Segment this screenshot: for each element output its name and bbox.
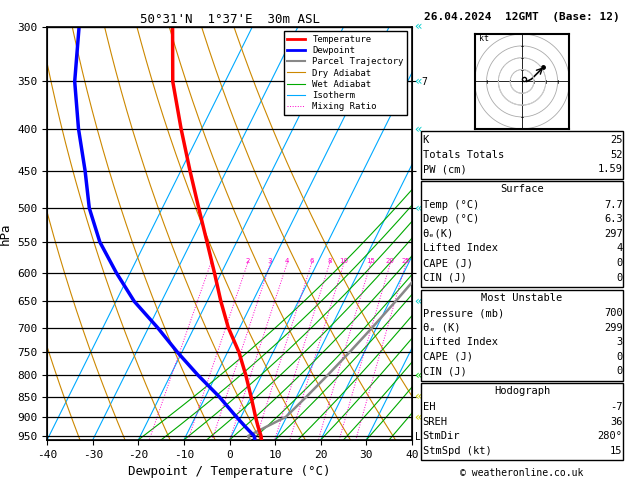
Text: 6.3: 6.3 [604, 214, 623, 225]
Text: 10: 10 [339, 258, 348, 264]
Text: CIN (J): CIN (J) [423, 366, 467, 377]
Title: 50°31'N  1°37'E  30m ASL: 50°31'N 1°37'E 30m ASL [140, 13, 320, 26]
Text: -7: -7 [610, 402, 623, 412]
Text: 52: 52 [610, 150, 623, 160]
Text: «: « [414, 295, 421, 308]
Text: LCL: LCL [415, 432, 432, 442]
Y-axis label: km
ASL: km ASL [438, 233, 455, 255]
Y-axis label: hPa: hPa [0, 222, 12, 244]
Text: «: « [414, 390, 421, 403]
Text: 15: 15 [366, 258, 375, 264]
Text: θₑ (K): θₑ (K) [423, 323, 460, 333]
Text: kt: kt [479, 34, 489, 43]
Text: 0: 0 [616, 258, 623, 268]
Text: 0: 0 [616, 366, 623, 377]
Text: 1: 1 [208, 258, 213, 264]
Text: 0: 0 [616, 352, 623, 362]
Text: SREH: SREH [423, 417, 448, 427]
Text: StmSpd (kt): StmSpd (kt) [423, 446, 491, 456]
Text: Pressure (mb): Pressure (mb) [423, 308, 504, 318]
Text: 26.04.2024  12GMT  (Base: 12): 26.04.2024 12GMT (Base: 12) [424, 12, 620, 22]
Text: «: « [414, 368, 421, 382]
Text: «: « [414, 20, 421, 33]
Text: «: « [414, 202, 421, 215]
Text: PW (cm): PW (cm) [423, 164, 467, 174]
Text: 4: 4 [616, 243, 623, 254]
Text: Totals Totals: Totals Totals [423, 150, 504, 160]
Legend: Temperature, Dewpoint, Parcel Trajectory, Dry Adiabat, Wet Adiabat, Isotherm, Mi: Temperature, Dewpoint, Parcel Trajectory… [284, 31, 408, 115]
Text: Surface: Surface [500, 184, 544, 194]
Text: Lifted Index: Lifted Index [423, 243, 498, 254]
Text: CIN (J): CIN (J) [423, 273, 467, 283]
Text: 700: 700 [604, 308, 623, 318]
Text: Dewp (°C): Dewp (°C) [423, 214, 479, 225]
Text: 3: 3 [616, 337, 623, 347]
Text: CAPE (J): CAPE (J) [423, 352, 472, 362]
Text: θₑ(K): θₑ(K) [423, 229, 454, 239]
X-axis label: Dewpoint / Temperature (°C): Dewpoint / Temperature (°C) [128, 465, 331, 478]
Text: K: K [423, 135, 429, 145]
Text: CAPE (J): CAPE (J) [423, 258, 472, 268]
Text: 1.59: 1.59 [598, 164, 623, 174]
Text: Lifted Index: Lifted Index [423, 337, 498, 347]
Text: 36: 36 [610, 417, 623, 427]
Text: 6: 6 [309, 258, 314, 264]
Text: 297: 297 [604, 229, 623, 239]
Text: 0: 0 [616, 273, 623, 283]
Text: Hodograph: Hodograph [494, 386, 550, 397]
Text: 299: 299 [604, 323, 623, 333]
Text: 2: 2 [245, 258, 250, 264]
Text: 8: 8 [327, 258, 331, 264]
Text: «: « [414, 410, 421, 423]
Text: 4: 4 [285, 258, 289, 264]
Text: EH: EH [423, 402, 435, 412]
Text: 25: 25 [610, 135, 623, 145]
Text: Temp (°C): Temp (°C) [423, 200, 479, 210]
Text: Most Unstable: Most Unstable [481, 293, 563, 303]
Text: StmDir: StmDir [423, 431, 460, 441]
Text: 7.7: 7.7 [604, 200, 623, 210]
Text: «: « [414, 122, 421, 136]
Text: © weatheronline.co.uk: © weatheronline.co.uk [460, 468, 584, 478]
Text: 25: 25 [401, 258, 410, 264]
Text: 20: 20 [386, 258, 394, 264]
Text: «: « [414, 75, 421, 88]
Text: 280°: 280° [598, 431, 623, 441]
Text: 3: 3 [268, 258, 272, 264]
Text: 15: 15 [610, 446, 623, 456]
